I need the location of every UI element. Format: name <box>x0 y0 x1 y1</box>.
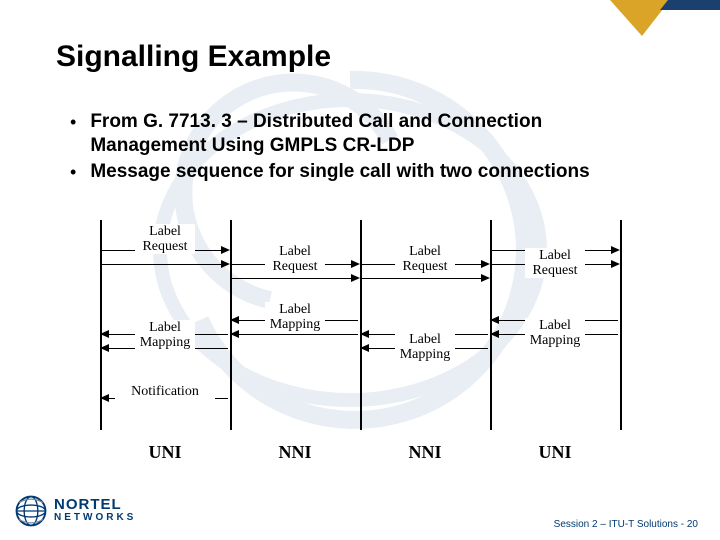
logo-text: NORTEL NETWORKS <box>54 498 136 524</box>
arrow-head <box>351 260 360 268</box>
bullet-item: • From G. 7713. 3 – Distributed Call and… <box>70 110 660 158</box>
arrow-head <box>100 330 109 338</box>
sequence-diagram: LabelRequest LabelRequest LabelRequest Labe… <box>100 220 620 470</box>
message-arrow <box>102 264 228 265</box>
label-request: LabelRequest <box>135 224 195 254</box>
logo-line2: NETWORKS <box>54 511 136 524</box>
slide-title: Signalling Example <box>56 40 331 74</box>
label-request: LabelRequest <box>395 244 455 274</box>
arrow-head <box>221 246 230 254</box>
bullet-list: • From G. 7713. 3 – Distributed Call and… <box>70 110 660 186</box>
logo-line1: NORTEL <box>54 498 136 511</box>
message-arrow <box>362 278 488 279</box>
bullet-marker: • <box>70 110 76 158</box>
label-request: LabelRequest <box>265 244 325 274</box>
lifeline <box>620 220 622 430</box>
arrow-head <box>611 246 620 254</box>
arrow-head <box>221 260 230 268</box>
bullet-text: From G. 7713. 3 – Distributed Call and C… <box>90 110 660 158</box>
interface-label: NNI <box>275 442 315 463</box>
arrow-head <box>481 260 490 268</box>
interface-label: NNI <box>405 442 445 463</box>
label-request: LabelRequest <box>525 248 585 278</box>
footer-text: Session 2 – ITU-T Solutions - 20 <box>554 519 698 530</box>
corner-accent <box>610 0 720 36</box>
arrow-head <box>100 394 109 402</box>
arrow-head <box>351 274 360 282</box>
arrow-head <box>481 274 490 282</box>
notification-label: Notification <box>115 384 215 399</box>
message-arrow <box>232 278 358 279</box>
lifeline <box>490 220 492 430</box>
lifeline <box>230 220 232 430</box>
bullet-text: Message sequence for single call with tw… <box>90 160 589 184</box>
label-mapping: LabelMapping <box>135 320 195 350</box>
arrow-head <box>490 330 499 338</box>
interface-label: UNI <box>535 442 575 463</box>
arrow-head <box>230 316 239 324</box>
label-mapping: LabelMapping <box>265 302 325 332</box>
arrow-head <box>230 330 239 338</box>
arrow-head <box>100 344 109 352</box>
message-arrow <box>232 334 358 335</box>
label-mapping: LabelMapping <box>395 332 455 362</box>
nortel-logo: NORTEL NETWORKS <box>14 494 136 528</box>
globe-icon <box>14 494 48 528</box>
arrow-head <box>360 344 369 352</box>
arrow-head <box>360 330 369 338</box>
interface-label: UNI <box>145 442 185 463</box>
label-mapping: LabelMapping <box>525 318 585 348</box>
bullet-item: • Message sequence for single call with … <box>70 160 660 184</box>
lifeline <box>360 220 362 430</box>
bullet-marker: • <box>70 160 76 184</box>
arrow-head <box>490 316 499 324</box>
arrow-head <box>611 260 620 268</box>
